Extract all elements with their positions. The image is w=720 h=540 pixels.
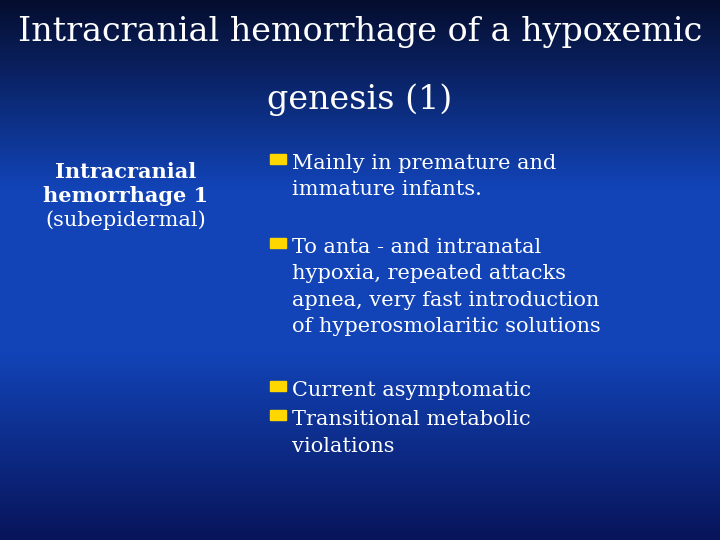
Text: Current asymptomatic: Current asymptomatic [292,381,531,400]
Text: genesis (1): genesis (1) [267,84,453,116]
Text: Intracranial hemorrhage of a hypoxemic: Intracranial hemorrhage of a hypoxemic [18,16,702,48]
Bar [270,154,286,164]
Text: (subepidermal): (subepidermal) [45,211,207,230]
Text: hemorrhage 1: hemorrhage 1 [43,186,209,206]
Text: Intracranial: Intracranial [55,162,197,182]
Text: Transitional metabolic
violations: Transitional metabolic violations [292,410,530,456]
Bar [270,238,286,248]
Text: To anta - and intranatal
hypoxia, repeated attacks
apnea, very fast introduction: To anta - and intranatal hypoxia, repeat… [292,238,600,336]
Bar [270,410,286,421]
Bar [270,381,286,391]
Text: Mainly in premature and
immature infants.: Mainly in premature and immature infants… [292,154,556,199]
